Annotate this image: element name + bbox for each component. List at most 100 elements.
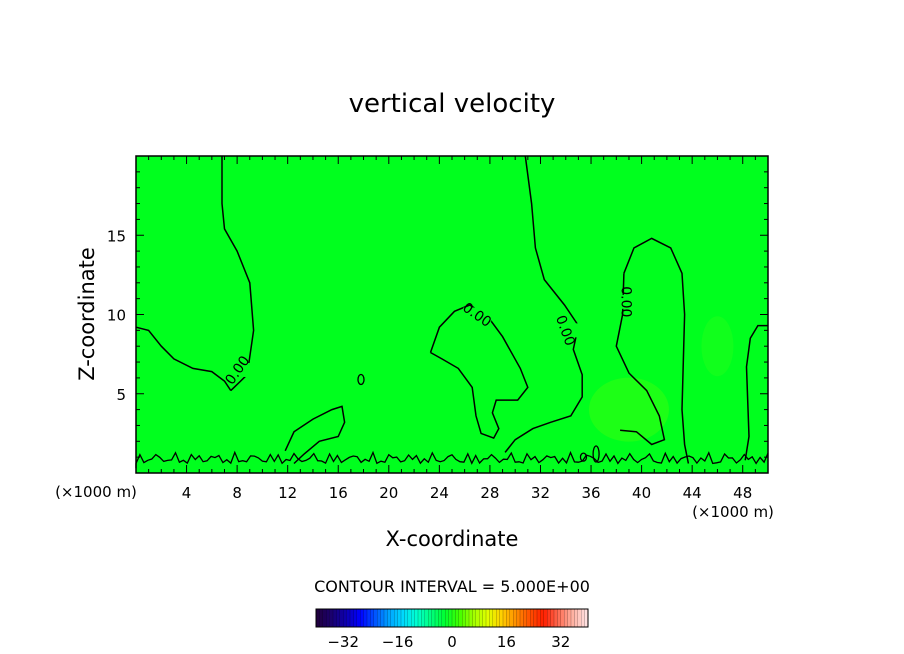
colorbar-cell [472, 609, 477, 627]
colorbar-cell [486, 609, 490, 627]
colorbar-cell [411, 609, 415, 627]
colorbar-cell [414, 609, 419, 627]
x-units-right: (×1000 m) [692, 503, 774, 521]
y-tick-label: 15 [107, 227, 126, 245]
colorbar-cell [564, 609, 568, 627]
x-tick-label: 44 [683, 484, 702, 502]
colorbar-cell [577, 609, 582, 627]
colorbar-cell [503, 609, 507, 627]
colorbar-cell [496, 609, 500, 627]
colorbar-cell [520, 609, 524, 627]
colorbar-cell [574, 609, 579, 627]
colorbar-cell [458, 609, 463, 627]
colorbar-cell [560, 609, 565, 627]
colorbar-cell [377, 609, 381, 627]
colorbar-cell [547, 609, 551, 627]
colorbar-cell [571, 609, 575, 627]
colorbar-cell [363, 609, 368, 627]
colorbar-cell [353, 609, 358, 627]
colorbar-cell [516, 609, 521, 627]
colorbar-cell [322, 609, 327, 627]
colorbar-cell [533, 609, 538, 627]
contour-cell [579, 452, 588, 462]
colorbar-frame [315, 608, 589, 628]
colorbar-cell [367, 609, 371, 627]
colorbar-cell [387, 609, 392, 627]
colorbar-cell [557, 609, 562, 627]
contour-label-bg [551, 323, 580, 338]
colorbar-cell [373, 609, 378, 627]
field-anomaly [701, 316, 734, 377]
colorbar-cell [441, 609, 446, 627]
colorbar-cell [455, 609, 460, 627]
x-tick-label: 20 [379, 484, 398, 502]
colorbar-cell [448, 609, 453, 627]
colorbar-cell [489, 609, 494, 627]
colorbar-cell [465, 609, 470, 627]
colorbar-tick-label: 0 [447, 633, 457, 651]
colorbar-cell [462, 609, 466, 627]
colorbar-cell [526, 609, 531, 627]
contour-line [504, 155, 583, 453]
y-tick-label: 5 [116, 386, 126, 404]
colorbar-tick-label: 16 [497, 633, 516, 651]
colorbar-cell [343, 609, 347, 627]
contour-cell [357, 373, 365, 386]
x-tick-label: 24 [430, 484, 449, 502]
colorbar-cell [384, 609, 388, 627]
colorbar-cell [316, 609, 320, 627]
colorbar-cell [452, 609, 456, 627]
contour-label-bg [463, 307, 492, 322]
colorbar-cell [530, 609, 534, 627]
colorbar-cell [431, 609, 436, 627]
colorbar-cell [550, 609, 555, 627]
colorbar-cell [543, 609, 548, 627]
colorbar-cell [445, 609, 449, 627]
colorbar-cell [370, 609, 375, 627]
x-tick-label: 32 [531, 484, 550, 502]
colorbar-cell [407, 609, 412, 627]
colorbar-cell [390, 609, 395, 627]
colorbar-cell [581, 609, 585, 627]
x-tick-label: 40 [632, 484, 651, 502]
colorbar-cell [421, 609, 426, 627]
colorbar-cell [404, 609, 409, 627]
contour-line [135, 326, 232, 392]
surface-contour [135, 450, 769, 469]
colorbar-tick-label: −16 [382, 633, 414, 651]
contour-label-bg [223, 362, 252, 377]
colorbar-cell [567, 609, 572, 627]
colorbar-cell [537, 609, 541, 627]
contour-cell [592, 445, 600, 463]
colorbar-cell [469, 609, 473, 627]
colorbar-cell [509, 609, 514, 627]
contour-line [284, 405, 346, 465]
x-tick-label: 8 [232, 484, 242, 502]
contour-line [615, 273, 666, 446]
colorbar-cell [540, 609, 545, 627]
colorbar-cell [428, 609, 432, 627]
colorbar-cell [350, 609, 354, 627]
colorbar-cell [326, 609, 330, 627]
colorbar-cell [479, 609, 483, 627]
x-units-left: (×1000 m) [55, 483, 137, 501]
colorbar-cell [319, 609, 324, 627]
colorbar-cell [424, 609, 429, 627]
colorbar-cell [492, 609, 497, 627]
colorbar-cell [584, 609, 589, 627]
colorbar-tick-label: −32 [327, 633, 359, 651]
colorbar-cell [356, 609, 361, 627]
colorbar-cell [523, 609, 528, 627]
colorbar-cell [394, 609, 398, 627]
colorbar-cell [499, 609, 504, 627]
colorbar-cell [333, 609, 337, 627]
colorbar: −32 −16 0 16 32 [315, 608, 589, 651]
colorbar-cell [475, 609, 480, 627]
contour-line [744, 324, 768, 461]
contour-interval-label: CONTOUR INTERVAL = 5.000E+00 [314, 577, 590, 596]
colorbar-cell [513, 609, 517, 627]
colorbar-cell [438, 609, 443, 627]
colorbar-cell [435, 609, 439, 627]
colorbar-cell [554, 609, 558, 627]
colorbar-cell [329, 609, 334, 627]
